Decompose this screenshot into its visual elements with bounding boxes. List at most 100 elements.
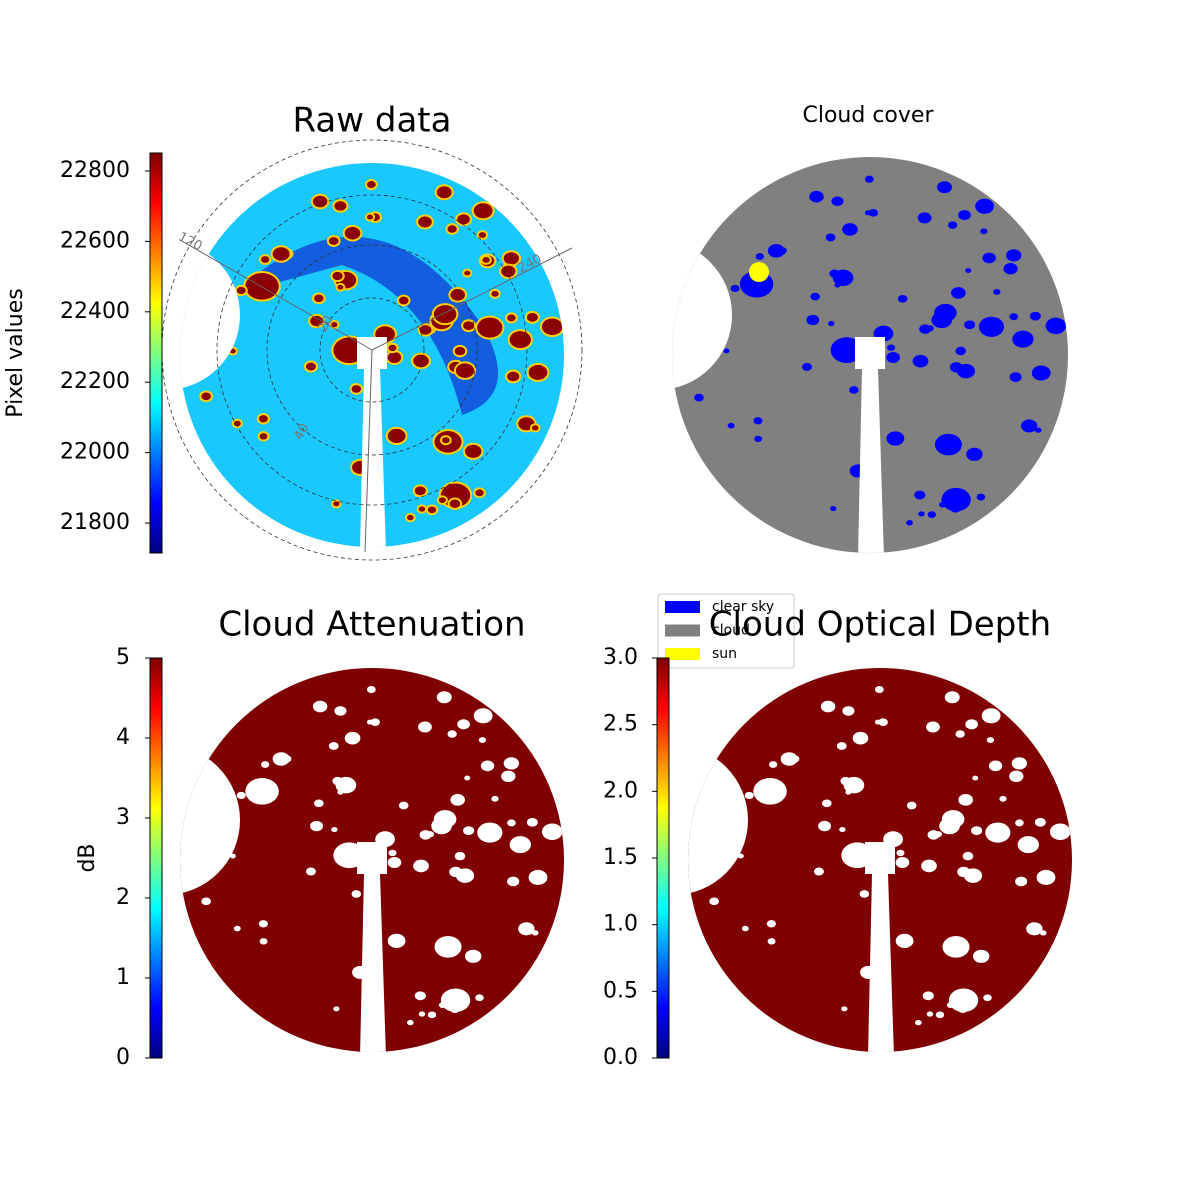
mount bbox=[855, 337, 885, 369]
blob bbox=[842, 223, 858, 236]
blob bbox=[809, 190, 824, 203]
blob bbox=[351, 385, 362, 393]
blob bbox=[874, 719, 882, 725]
blob bbox=[406, 514, 414, 521]
blob bbox=[874, 686, 884, 694]
blob bbox=[886, 431, 905, 446]
blob bbox=[310, 315, 324, 327]
blob bbox=[852, 731, 869, 745]
blob bbox=[951, 287, 966, 299]
blob bbox=[709, 897, 719, 906]
panel-title: Cloud cover bbox=[803, 103, 935, 128]
blob bbox=[419, 325, 432, 335]
polar-label: 20 bbox=[315, 313, 336, 335]
panel-title: Cloud Optical Depth bbox=[709, 605, 1051, 645]
blob bbox=[946, 1002, 954, 1008]
blob bbox=[351, 890, 362, 898]
blob bbox=[840, 776, 851, 786]
colorbar-tick-label: 22600 bbox=[60, 228, 130, 253]
blob bbox=[971, 826, 983, 836]
blob bbox=[387, 933, 406, 949]
arm-shadow bbox=[360, 874, 386, 1052]
blob bbox=[418, 216, 432, 228]
blob bbox=[1034, 427, 1042, 433]
polar-axis bbox=[179, 239, 373, 351]
blob bbox=[887, 344, 896, 351]
blob bbox=[447, 730, 457, 738]
blob bbox=[463, 826, 475, 836]
blob bbox=[328, 742, 339, 750]
blob bbox=[955, 730, 965, 738]
panel-title: Raw data bbox=[293, 101, 452, 141]
blob bbox=[914, 490, 926, 500]
blob bbox=[937, 181, 952, 194]
blob bbox=[868, 209, 879, 217]
blob bbox=[914, 1019, 922, 1026]
blob bbox=[463, 321, 475, 331]
blob bbox=[418, 721, 432, 733]
blob bbox=[236, 286, 246, 295]
blob bbox=[947, 221, 958, 229]
blob bbox=[440, 483, 471, 508]
blob bbox=[503, 252, 520, 265]
blob bbox=[334, 201, 347, 211]
blob bbox=[464, 270, 471, 276]
blob bbox=[939, 501, 947, 508]
blob bbox=[927, 511, 937, 518]
blob bbox=[507, 314, 516, 322]
legend-label: sun bbox=[712, 646, 737, 662]
blob bbox=[272, 752, 290, 766]
blob bbox=[965, 268, 972, 273]
colorbar-label: dB bbox=[75, 843, 100, 872]
blob bbox=[918, 511, 925, 517]
blob bbox=[985, 822, 1011, 843]
blob bbox=[1026, 922, 1043, 936]
blob bbox=[387, 428, 406, 444]
blob bbox=[1020, 419, 1038, 433]
blob bbox=[1015, 876, 1028, 887]
blob bbox=[1009, 372, 1022, 382]
blob bbox=[259, 938, 268, 945]
blob bbox=[387, 856, 402, 868]
blob bbox=[507, 371, 520, 382]
blob bbox=[477, 822, 503, 843]
blob bbox=[454, 851, 466, 861]
blob bbox=[839, 826, 846, 833]
blob bbox=[332, 271, 343, 281]
blob bbox=[507, 876, 520, 887]
blob bbox=[813, 867, 824, 876]
legend-label: cloud bbox=[712, 623, 750, 639]
colorbar-tick-label: 3 bbox=[116, 805, 130, 830]
polar-axis bbox=[364, 349, 373, 553]
blob bbox=[942, 439, 951, 446]
blob bbox=[344, 226, 361, 240]
colorbar-tick-label: 3.0 bbox=[603, 645, 638, 670]
sky-image bbox=[180, 668, 564, 1052]
blob bbox=[366, 214, 374, 220]
horizon-cut bbox=[672, 240, 732, 390]
blob bbox=[825, 233, 836, 242]
blob bbox=[455, 868, 475, 883]
blob bbox=[473, 203, 493, 219]
blob bbox=[201, 392, 211, 401]
blob bbox=[1029, 311, 1041, 321]
blob bbox=[478, 737, 487, 743]
blob bbox=[926, 721, 940, 733]
blob bbox=[955, 346, 967, 356]
blob bbox=[917, 212, 932, 224]
blob bbox=[413, 354, 429, 368]
blob bbox=[312, 700, 328, 713]
blob bbox=[272, 247, 290, 261]
colorbar-tick-label: 22400 bbox=[60, 299, 130, 324]
blob bbox=[337, 284, 344, 290]
polar-label: 120 bbox=[176, 230, 205, 255]
legend-label: clear sky bbox=[712, 599, 774, 615]
blob bbox=[919, 324, 932, 334]
blob bbox=[948, 988, 979, 1013]
blob bbox=[944, 691, 960, 704]
blob bbox=[864, 175, 874, 183]
blob bbox=[895, 856, 910, 868]
blob bbox=[419, 830, 432, 840]
colorbar-tick-label: 22000 bbox=[60, 440, 130, 465]
colorbar bbox=[149, 152, 163, 554]
